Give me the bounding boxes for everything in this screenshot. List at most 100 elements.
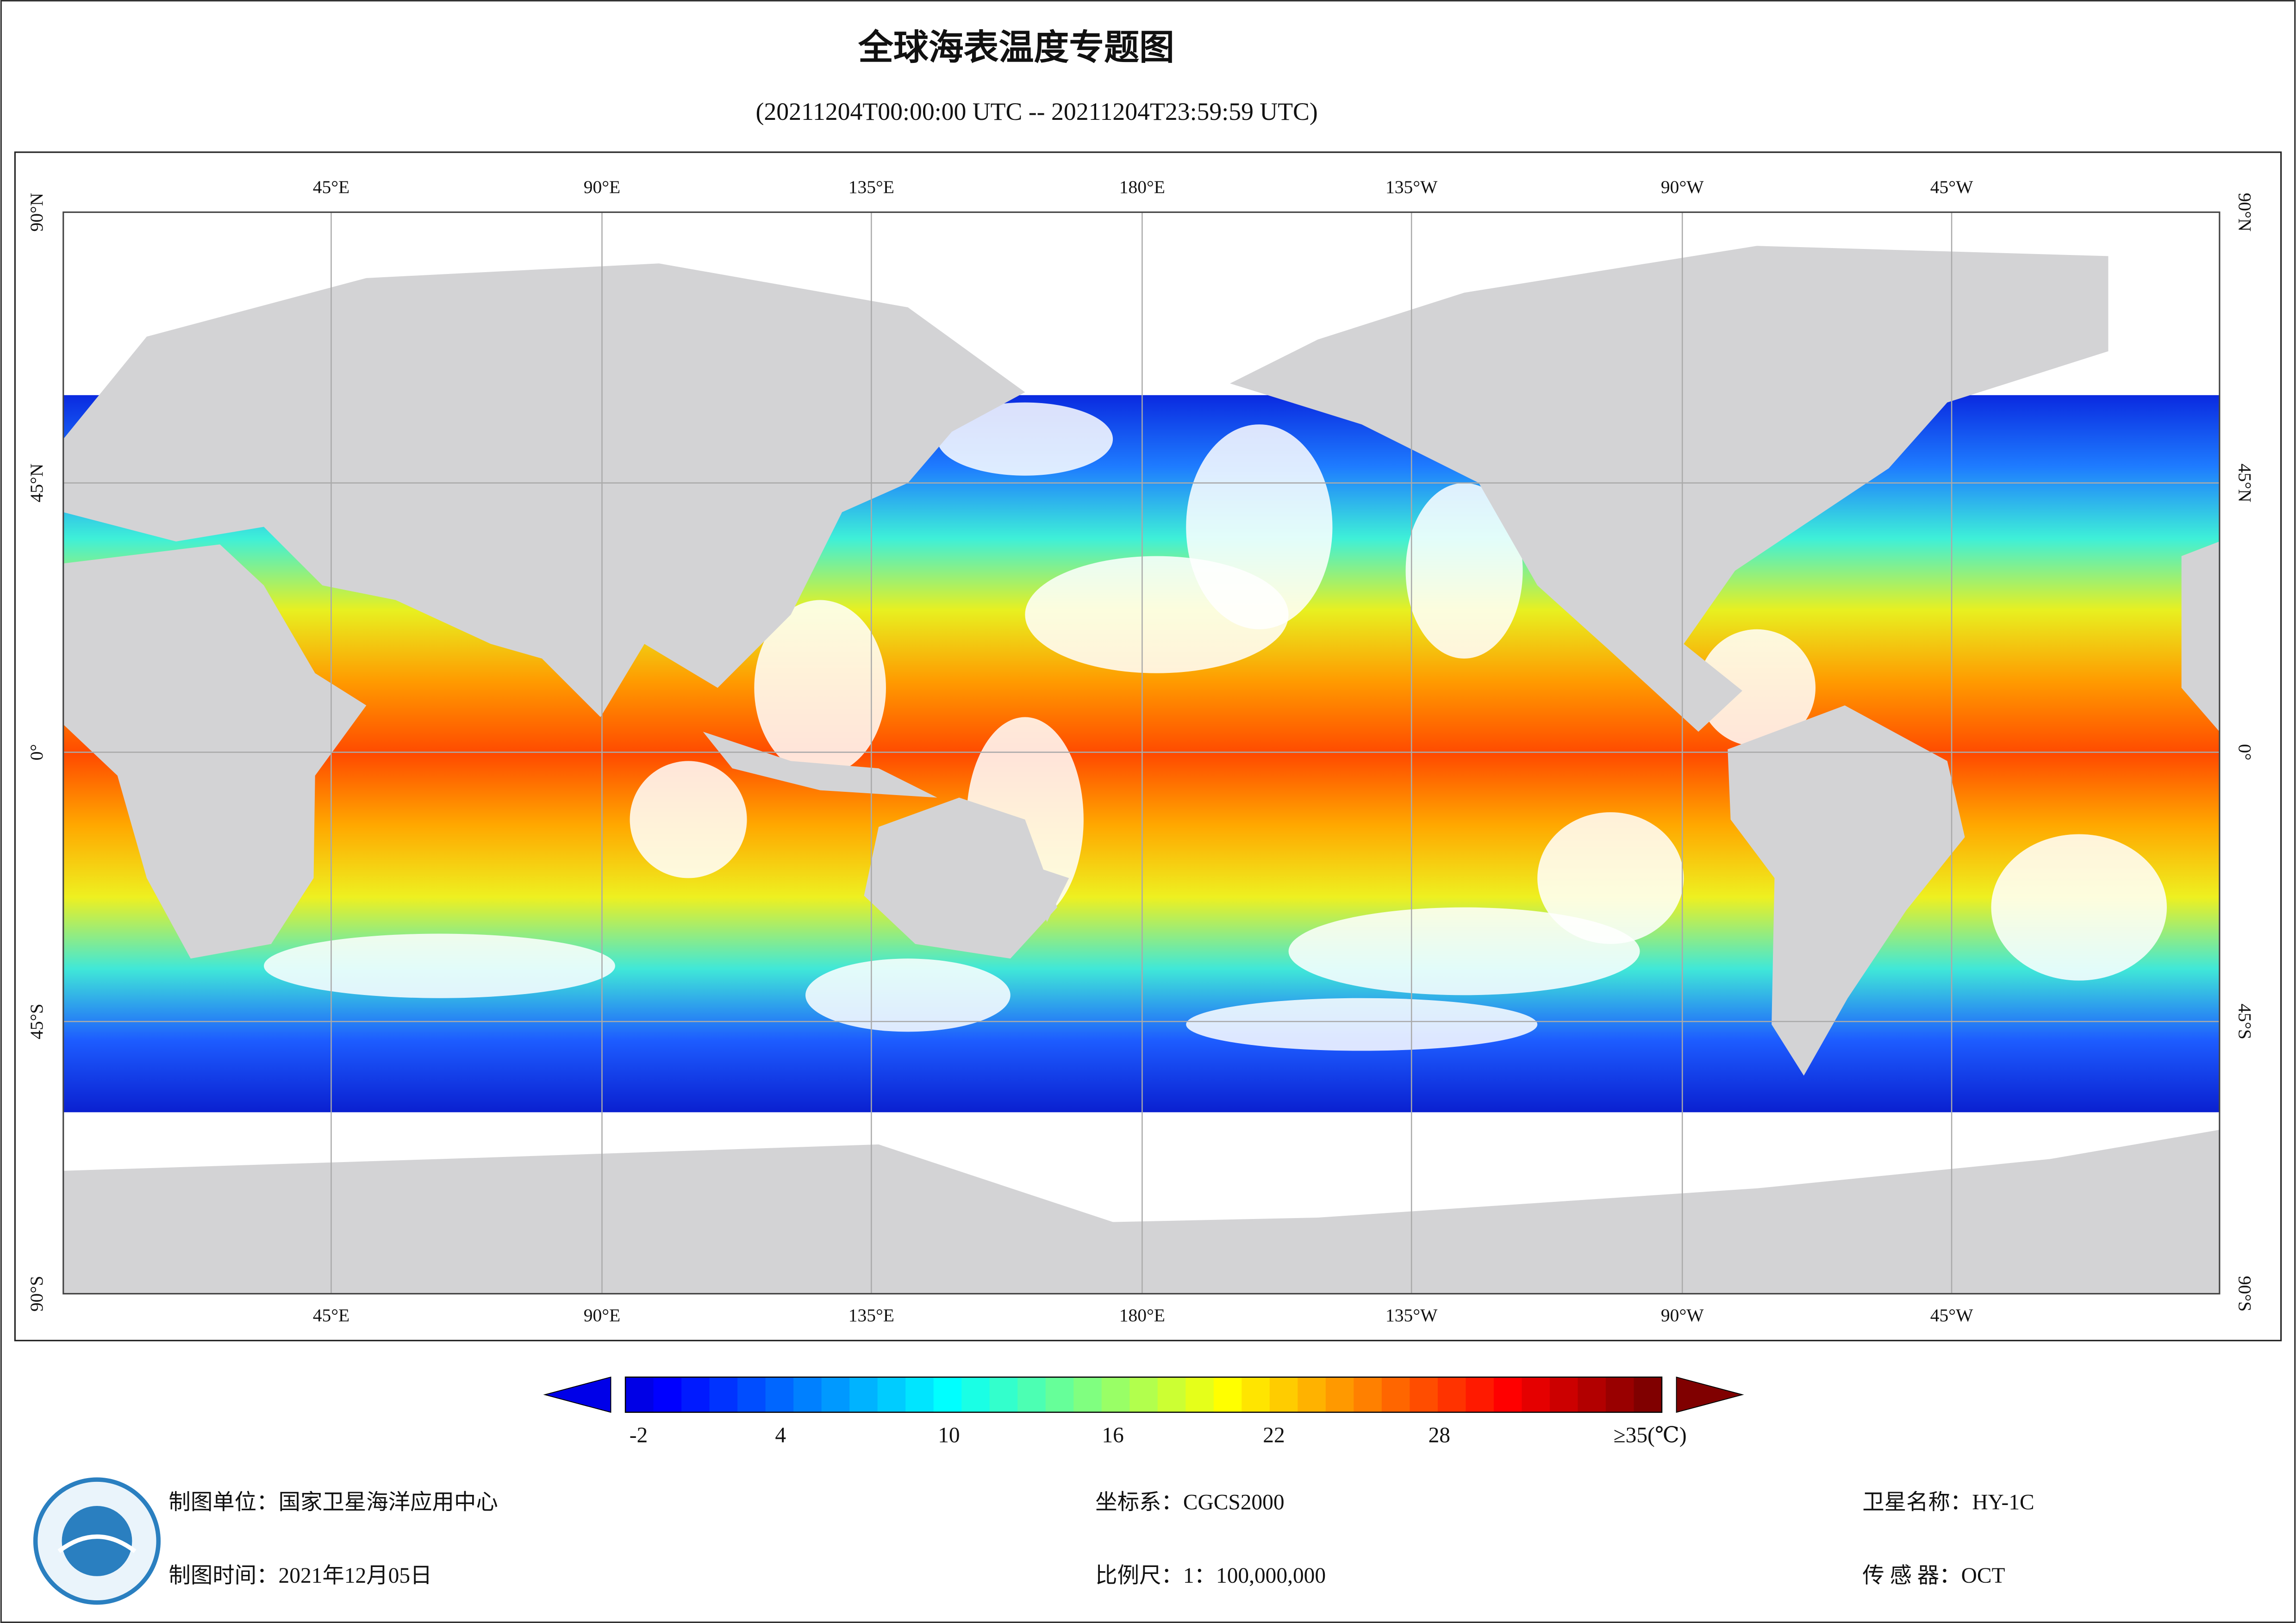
land [2181, 541, 2220, 732]
cloud [630, 761, 747, 878]
colorbar-cell [1213, 1377, 1242, 1412]
lon-label-top: 135°W [1385, 177, 1438, 197]
cloud [805, 958, 1011, 1032]
lon-label-top: 45°W [1930, 177, 1973, 197]
map [63, 212, 2220, 1294]
lon-label-bottom: 45°E [313, 1305, 349, 1325]
mapping-date: 制图时间：2021年12月05日 [168, 1564, 432, 1588]
colorbar-cell [1298, 1377, 1326, 1412]
colorbar-cell [1129, 1377, 1158, 1412]
land [1728, 705, 1965, 1076]
sensor: 传 感 器：OCT [1862, 1564, 2005, 1588]
colorbar-cell [1185, 1377, 1214, 1412]
colorbar-cell [793, 1377, 822, 1412]
colorbar-cell [653, 1377, 682, 1412]
cloud [1186, 424, 1333, 629]
satellite: 卫星名称：HY-1C [1862, 1491, 2034, 1515]
colorbar-cell [1522, 1377, 1550, 1412]
colorbar-cell [1157, 1377, 1186, 1412]
lat-label-right: 90°S [2234, 1276, 2255, 1312]
cloud [1288, 907, 1640, 995]
colorbar-cell [1325, 1377, 1354, 1412]
lon-label-top: 45°E [313, 177, 349, 197]
colorbar-label: 16 [1102, 1423, 1123, 1447]
colorbar-cell [933, 1377, 962, 1412]
colorbar-cell [1634, 1377, 1662, 1412]
colorbar-cell [877, 1377, 906, 1412]
mapping-unit: 制图单位：国家卫星海洋应用中心 [168, 1491, 498, 1515]
crs: 坐标系：CGCS2000 [1095, 1491, 1284, 1515]
map-frame [14, 151, 2282, 1342]
colorbar-cell [1354, 1377, 1382, 1412]
colorbar-label: 4 [775, 1423, 786, 1447]
lat-label-left: 90°N [26, 193, 47, 232]
lat-label-left: 0° [26, 744, 47, 761]
colorbar-cell [1101, 1377, 1130, 1412]
land [63, 263, 1025, 717]
logo-globe [62, 1506, 132, 1576]
lon-label-bottom: 135°E [849, 1305, 894, 1325]
colorbar-cell [1045, 1377, 1074, 1412]
cloud [1186, 998, 1538, 1051]
lon-label-bottom: 180°E [1119, 1305, 1165, 1325]
land [864, 797, 1057, 959]
title: 全球海表温度专题图 [858, 27, 1174, 68]
colorbar-arrow-high [1676, 1376, 1744, 1413]
cloud [1537, 812, 1684, 944]
lon-label-top: 90°W [1661, 177, 1704, 197]
colorbar-cell [1073, 1377, 1102, 1412]
cloud [754, 600, 886, 776]
lon-label-bottom: 90°W [1661, 1305, 1704, 1325]
lat-label-right: 45°N [2234, 464, 2255, 503]
cloud [1405, 483, 1523, 659]
colorbar-cell [1493, 1377, 1522, 1412]
cloud [1698, 629, 1816, 746]
colorbar-cell [709, 1377, 738, 1412]
colorbar-cell [905, 1377, 934, 1412]
land [63, 544, 367, 959]
colorbar-cell [989, 1377, 1018, 1412]
colorbar-cell [961, 1377, 990, 1412]
colorbar-cell [821, 1377, 850, 1412]
land [1230, 246, 2109, 732]
colorbar-arrow-low [543, 1376, 611, 1413]
colorbar-cell [1549, 1377, 1578, 1412]
cloud [937, 402, 1113, 476]
lon-label-bottom: 90°E [584, 1305, 620, 1325]
cloud [1991, 834, 2167, 981]
colorbar-border [624, 1376, 1663, 1413]
lat-label-right: 90°N [2234, 193, 2255, 232]
lat-label-right: 45°S [2234, 1004, 2255, 1039]
logo-wave [57, 1534, 137, 1553]
lon-label-bottom: 45°W [1930, 1305, 1973, 1325]
colorbar-label: 22 [1263, 1423, 1285, 1447]
colorbar-cell [849, 1377, 878, 1412]
colorbar-cell [1269, 1377, 1298, 1412]
lon-label-bottom: 135°W [1385, 1305, 1438, 1325]
lon-label-top: 135°E [849, 177, 894, 197]
colorbar-cell [1242, 1377, 1270, 1412]
colorbar-cell [1381, 1377, 1410, 1412]
colorbar-cell [681, 1377, 710, 1412]
cloud [263, 933, 615, 998]
colorbar-cell [1466, 1377, 1494, 1412]
lat-label-right: 0° [2234, 744, 2255, 761]
colorbar-cell [737, 1377, 766, 1412]
land [703, 732, 937, 798]
lon-label-top: 90°E [584, 177, 620, 197]
lat-label-left: 90°S [26, 1276, 47, 1312]
colorbar-label: -2 [630, 1423, 648, 1447]
colorbar-cell [1017, 1377, 1046, 1412]
colorbar-label: ≥35(℃) [1614, 1423, 1687, 1447]
colorbar-label: 28 [1429, 1423, 1450, 1447]
colorbar-cell [625, 1377, 654, 1412]
colorbar-cell [1410, 1377, 1438, 1412]
map-border [62, 211, 2221, 1295]
colorbar-cell [765, 1377, 794, 1412]
subtitle: (20211204T00:00:00 UTC -- 20211204T23:59… [756, 98, 1318, 125]
land [1025, 863, 1069, 922]
scale: 比例尺：1：100,000,000 [1095, 1564, 1326, 1588]
colorbar-cell [1578, 1377, 1606, 1412]
